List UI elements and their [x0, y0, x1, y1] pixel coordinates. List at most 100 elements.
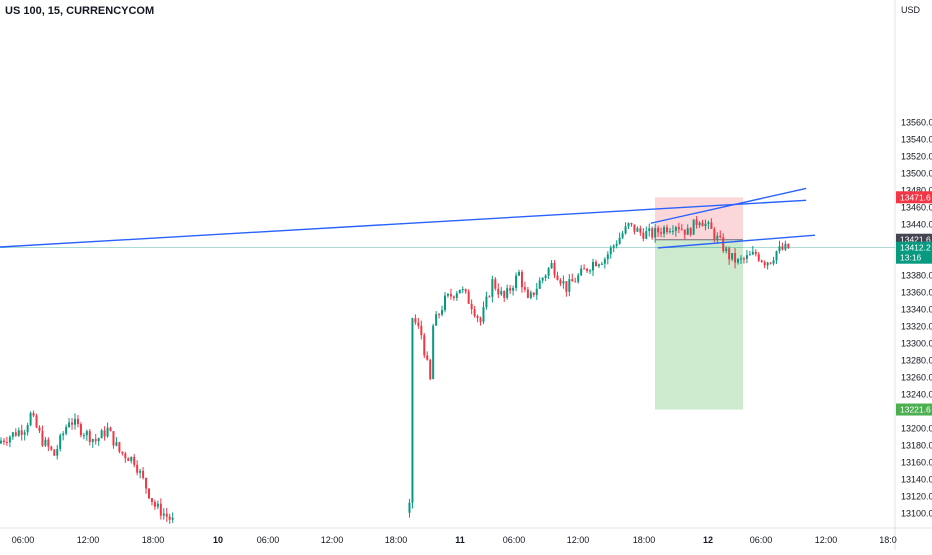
stop-zone	[655, 197, 743, 240]
x-tick-label: 06:00	[257, 535, 280, 545]
candle-body	[14, 432, 17, 436]
candle-body	[701, 222, 704, 227]
candle-body	[429, 359, 432, 380]
candle-body	[97, 438, 100, 442]
candle-body	[446, 294, 449, 296]
y-tick-label: 13460.0	[901, 203, 932, 213]
y-tick-label: 13160.0	[901, 457, 932, 467]
y-tick-label: 13300.0	[901, 338, 932, 348]
candle-body	[642, 232, 645, 239]
candle-body	[476, 316, 479, 318]
candle-body	[68, 422, 71, 428]
candle-body	[547, 268, 550, 276]
x-tick-label: 12	[703, 535, 713, 545]
candle-body	[760, 260, 763, 262]
candle-body	[683, 229, 686, 235]
candle-body	[562, 281, 565, 284]
y-tick-label: 13500.0	[901, 169, 932, 179]
candle-body	[494, 279, 497, 289]
candle-body	[627, 223, 630, 227]
candle-body	[106, 427, 109, 437]
candle-body	[707, 222, 710, 224]
candle-body	[148, 488, 150, 499]
y-tick-label: 13200.0	[901, 423, 932, 433]
candle-body	[121, 451, 124, 454]
candle-body	[124, 453, 127, 459]
x-tick-label: 12:00	[77, 535, 100, 545]
candle-body	[621, 233, 624, 238]
candle-body	[535, 288, 538, 296]
candle-body	[734, 252, 737, 263]
candle-body	[751, 251, 754, 255]
candle-body	[455, 293, 458, 298]
price-label: 13221.6	[900, 405, 931, 415]
candle-body	[71, 422, 74, 425]
x-tick-label: 12:00	[567, 535, 590, 545]
y-tick-label: 13240.0	[901, 389, 932, 399]
candle-body	[411, 318, 414, 503]
candle-body	[568, 279, 571, 292]
candle-body	[674, 227, 677, 232]
candle-body	[464, 289, 467, 292]
candle-body	[538, 280, 541, 289]
candle-body	[710, 222, 713, 229]
candle-body	[53, 449, 56, 456]
candle-body	[100, 430, 103, 439]
candle-body	[757, 254, 760, 261]
candle-body	[772, 260, 775, 264]
candle-body	[603, 259, 606, 264]
candle-body	[50, 446, 53, 450]
candle-body	[550, 262, 553, 269]
candle-body	[165, 513, 168, 517]
candle-body	[609, 247, 612, 255]
candle-body	[0, 440, 2, 444]
candle-body	[529, 292, 532, 298]
y-tick-label: 13100.0	[901, 508, 932, 518]
candle-body	[479, 317, 482, 322]
candle-body	[612, 245, 615, 248]
x-tick-label: 18:00	[385, 535, 408, 545]
candle-body	[5, 442, 8, 444]
price-label-box	[896, 241, 932, 264]
candle-body	[20, 430, 23, 435]
candle-body	[648, 228, 651, 232]
candle-body	[91, 439, 94, 443]
candle-body	[2, 440, 5, 443]
symbol-label: US 100, 15, CURRENCYCOM	[5, 5, 155, 17]
candle-body	[26, 425, 29, 433]
x-tick-label: 06:00	[503, 535, 526, 545]
candle-body	[118, 442, 121, 452]
candle-body	[38, 427, 41, 431]
candle-body	[88, 431, 91, 443]
price-label-box	[896, 191, 932, 204]
candle-body	[139, 470, 142, 473]
candle-body	[633, 224, 636, 232]
candle-body	[651, 228, 654, 238]
candle-body	[8, 436, 11, 443]
y-tick-label: 13360.0	[901, 288, 932, 298]
price-label: 13471.6	[900, 192, 931, 202]
candle-body	[65, 427, 68, 434]
candle-body	[76, 418, 79, 425]
candle-body	[526, 289, 529, 298]
candle-body	[156, 503, 159, 507]
y-tick-label: 13340.0	[901, 305, 932, 315]
x-tick-label: 18:00	[142, 535, 165, 545]
candle-body	[162, 513, 165, 516]
candle-body	[689, 228, 692, 235]
candle-body	[654, 227, 657, 238]
candle-body	[420, 325, 423, 336]
candle-body	[417, 322, 420, 326]
candle-body	[666, 227, 668, 233]
x-tick-label: 12:00	[321, 535, 344, 545]
candle-body	[544, 275, 547, 279]
candle-body	[35, 415, 38, 428]
x-tick-label: 10	[213, 535, 223, 545]
candle-body	[719, 235, 722, 238]
candle-body	[441, 310, 444, 315]
candle-body	[769, 262, 772, 264]
candle-body	[716, 235, 719, 240]
x-tick-label: 18:00	[633, 535, 656, 545]
